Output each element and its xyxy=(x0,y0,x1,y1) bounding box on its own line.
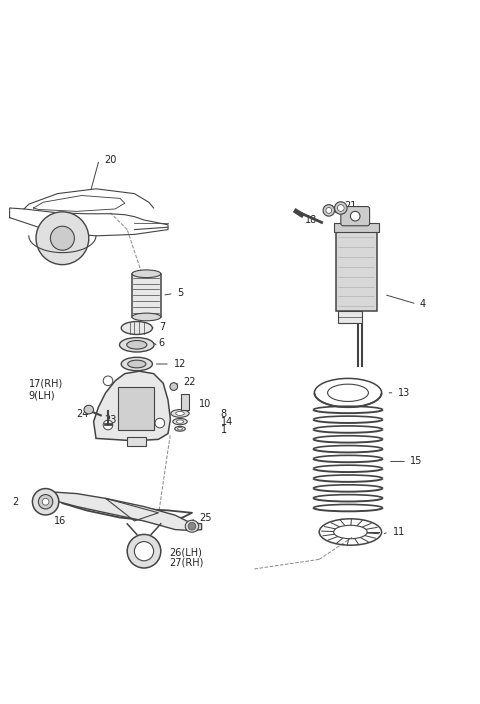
Ellipse shape xyxy=(173,418,187,425)
Text: 14: 14 xyxy=(221,417,233,427)
FancyBboxPatch shape xyxy=(341,206,370,226)
Text: 12: 12 xyxy=(174,359,186,369)
Ellipse shape xyxy=(176,412,184,415)
Circle shape xyxy=(36,212,89,265)
Ellipse shape xyxy=(38,495,53,509)
Ellipse shape xyxy=(185,520,199,532)
Circle shape xyxy=(103,420,113,429)
Text: 8: 8 xyxy=(221,410,227,420)
Ellipse shape xyxy=(42,498,49,505)
Circle shape xyxy=(323,205,335,216)
Ellipse shape xyxy=(132,313,161,321)
Text: 27(RH): 27(RH) xyxy=(169,558,204,567)
Ellipse shape xyxy=(33,489,59,515)
Ellipse shape xyxy=(121,322,152,334)
Text: 26(LH): 26(LH) xyxy=(169,548,202,558)
Circle shape xyxy=(188,522,196,530)
Circle shape xyxy=(103,376,113,386)
Text: 4: 4 xyxy=(420,299,426,309)
Text: 6: 6 xyxy=(158,339,165,348)
Text: 7: 7 xyxy=(159,322,166,332)
Text: 25: 25 xyxy=(199,513,212,522)
Ellipse shape xyxy=(121,357,152,371)
Ellipse shape xyxy=(127,534,161,568)
Ellipse shape xyxy=(175,427,185,431)
Text: 23: 23 xyxy=(105,415,117,425)
Ellipse shape xyxy=(134,541,154,561)
PathPatch shape xyxy=(94,371,170,441)
Ellipse shape xyxy=(177,420,184,423)
Circle shape xyxy=(350,211,360,221)
Text: 18: 18 xyxy=(305,215,317,225)
Text: 10: 10 xyxy=(199,399,212,409)
Text: 5: 5 xyxy=(178,289,184,298)
Text: 22: 22 xyxy=(183,377,196,386)
Bar xyxy=(132,274,161,317)
Text: 2: 2 xyxy=(12,497,18,507)
Text: 3: 3 xyxy=(37,505,44,515)
Text: 21: 21 xyxy=(345,201,357,210)
Text: 1: 1 xyxy=(221,425,227,435)
Bar xyxy=(127,437,146,446)
PathPatch shape xyxy=(55,492,202,531)
Text: 24: 24 xyxy=(76,410,88,420)
Circle shape xyxy=(50,226,74,250)
Ellipse shape xyxy=(84,406,94,414)
Bar xyxy=(181,394,189,410)
Text: 19: 19 xyxy=(329,206,341,215)
Ellipse shape xyxy=(171,410,189,417)
Text: 13: 13 xyxy=(398,388,411,398)
Circle shape xyxy=(326,208,332,213)
Ellipse shape xyxy=(120,338,154,352)
Circle shape xyxy=(335,202,347,214)
Bar xyxy=(336,232,377,311)
Text: 16: 16 xyxy=(54,516,66,526)
Circle shape xyxy=(170,383,178,391)
Ellipse shape xyxy=(127,341,147,349)
Bar xyxy=(118,386,154,429)
Ellipse shape xyxy=(132,270,161,277)
Text: 15: 15 xyxy=(410,456,423,467)
Bar xyxy=(338,311,362,323)
Ellipse shape xyxy=(178,427,182,430)
Text: 17(RH)
9(LH): 17(RH) 9(LH) xyxy=(29,379,63,401)
Ellipse shape xyxy=(128,360,146,367)
Circle shape xyxy=(155,418,165,428)
Circle shape xyxy=(337,205,344,211)
Text: 11: 11 xyxy=(393,527,405,537)
Text: 20: 20 xyxy=(105,155,117,165)
Bar xyxy=(334,223,379,232)
